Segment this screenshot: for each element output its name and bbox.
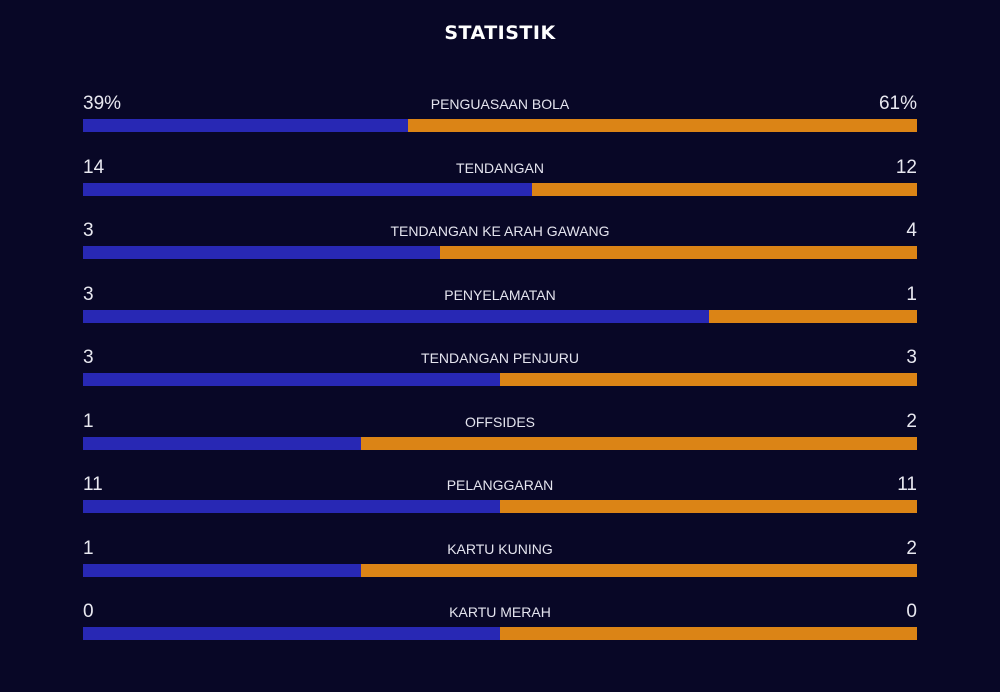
stat-label: PENGUASAAN BOLA — [430, 96, 570, 112]
stat-bar — [83, 246, 917, 259]
away-bar-segment — [408, 119, 917, 132]
stat-label: PENYELAMATAN — [444, 286, 556, 303]
away-value: 0 — [906, 601, 917, 622]
home-value: 0 — [83, 601, 94, 622]
away-value: 3 — [906, 347, 917, 368]
stat-row: 3 PENYELAMATAN 1 — [83, 283, 917, 343]
home-value: 1 — [83, 537, 94, 559]
home-bar-segment — [83, 373, 500, 386]
home-value: 3 — [83, 347, 94, 368]
home-bar-segment — [83, 309, 709, 323]
away-bar-segment — [500, 627, 917, 640]
home-bar-segment — [83, 627, 500, 640]
stat-row: 0 KARTU MERAH 0 — [83, 600, 917, 660]
stat-row: 1 KARTU KUNING 2 — [83, 537, 917, 597]
stat-label: PELANGGARAN — [446, 477, 554, 493]
stat-label: TENDANGAN — [456, 159, 544, 176]
home-bar-segment — [83, 563, 361, 577]
stat-row: 14 TENDANGAN 12 — [83, 156, 917, 216]
away-bar-segment — [500, 373, 917, 386]
stat-bar — [83, 436, 917, 450]
stat-bar — [83, 500, 917, 513]
away-value: 2 — [906, 410, 917, 432]
home-value: 11 — [83, 474, 103, 495]
stat-label: KARTU KUNING — [447, 540, 553, 557]
away-bar-segment — [360, 563, 917, 577]
stat-label: KARTU MERAH — [449, 604, 551, 620]
away-value: 12 — [895, 156, 917, 178]
stat-label: TENDANGAN PENJURU — [421, 350, 579, 366]
away-value: 2 — [906, 537, 917, 559]
away-value: 1 — [906, 283, 917, 305]
page-title: STATISTIK — [444, 22, 556, 44]
away-value: 61% — [878, 93, 917, 114]
stat-bar — [83, 119, 917, 132]
stat-row: 1 OFFSIDES 2 — [83, 410, 917, 470]
away-bar-segment — [532, 182, 917, 196]
home-bar-segment — [83, 500, 500, 513]
home-bar-segment — [83, 182, 533, 196]
stat-row: 39% PENGUASAAN BOLA 61% — [83, 92, 917, 152]
home-bar-segment — [83, 119, 409, 132]
away-value: 11 — [897, 474, 917, 495]
home-value: 1 — [83, 410, 94, 432]
stat-bar — [83, 373, 917, 386]
home-bar-segment — [83, 436, 361, 450]
home-value: 39% — [83, 93, 122, 114]
home-bar-segment — [83, 246, 441, 259]
away-bar-segment — [360, 436, 917, 450]
home-value: 14 — [83, 156, 105, 178]
away-bar-segment — [500, 500, 917, 513]
home-value: 3 — [83, 283, 94, 305]
stat-label: TENDANGAN KE ARAH GAWANG — [390, 223, 610, 239]
stat-bar — [83, 182, 917, 196]
stat-label: OFFSIDES — [464, 413, 535, 430]
stat-bar — [83, 627, 917, 640]
home-value: 3 — [83, 220, 94, 241]
stat-bar — [83, 563, 917, 577]
stat-bar — [83, 309, 917, 323]
stat-row: 3 TENDANGAN KE ARAH GAWANG 4 — [83, 219, 917, 279]
away-bar-segment — [440, 246, 917, 259]
away-bar-segment — [708, 309, 917, 323]
stat-row: 11 PELANGGARAN 11 — [83, 473, 917, 533]
stat-row: 3 TENDANGAN PENJURU 3 — [83, 346, 917, 406]
away-value: 4 — [906, 220, 917, 241]
